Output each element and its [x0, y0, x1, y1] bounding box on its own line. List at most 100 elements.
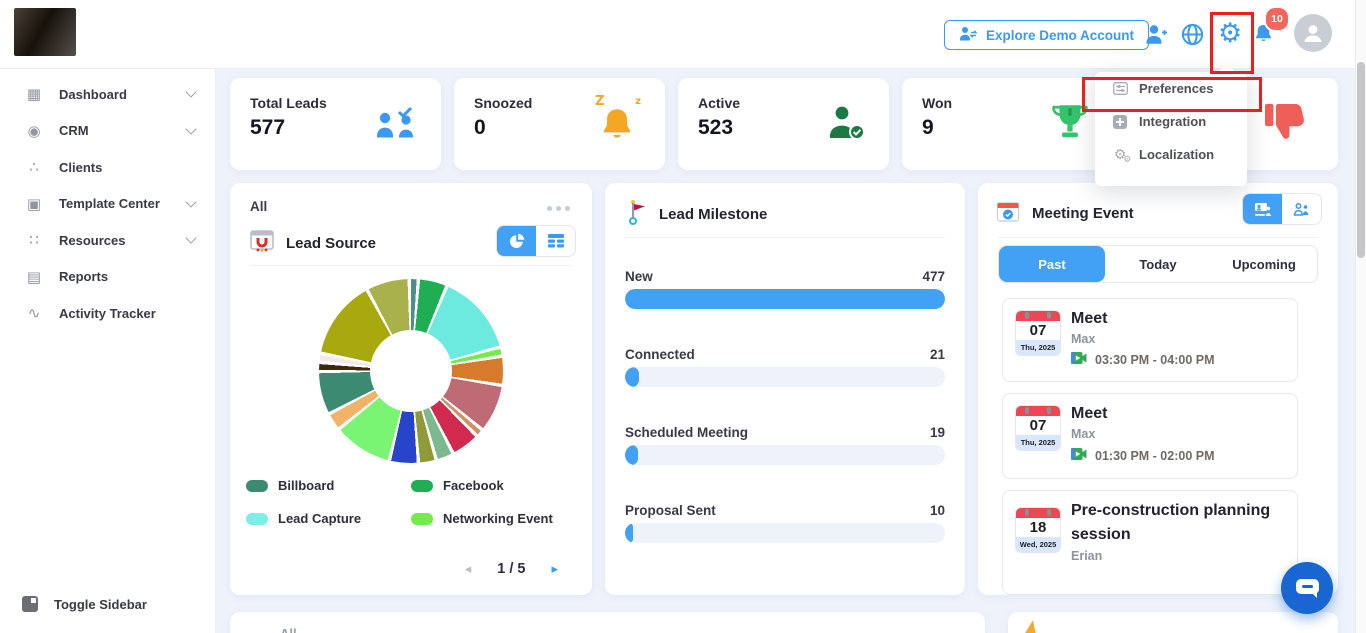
table-view-button[interactable]	[536, 226, 575, 256]
meeting-item[interactable]: 07 Thu, 2025 Meet Max 01:30 PM - 02:00 P…	[1002, 393, 1298, 479]
chevron-down-icon	[185, 123, 197, 135]
lead-source-pager: ◂ 1 / 5 ▸	[465, 561, 558, 577]
sidebar-item-label: CRM	[59, 123, 89, 139]
milestone-flag-icon	[625, 199, 647, 230]
meeting-person: Max	[1071, 332, 1096, 346]
user-avatar[interactable]	[1294, 14, 1332, 52]
explore-demo-account-button[interactable]: Explore Demo Account	[944, 20, 1150, 50]
stat-card-snoozed: Snoozed 0 Z z	[454, 78, 665, 170]
legend-swatch	[411, 512, 433, 525]
tab-past[interactable]: Past	[999, 246, 1105, 282]
meeting-list-view-button[interactable]	[1243, 194, 1282, 224]
meeting-person: Erian	[1071, 549, 1103, 563]
pager-prev-icon[interactable]: ◂	[464, 561, 472, 577]
pager-next-icon[interactable]: ▸	[551, 561, 558, 577]
milestone-value: 477	[922, 269, 945, 284]
meeting-title: Meet	[1071, 310, 1108, 327]
sidebar-item-resources[interactable]: ∷ Resources	[0, 222, 215, 259]
sidebar-item-activity-tracker[interactable]: ∿ Activity Tracker	[0, 295, 215, 332]
stat-value: 577	[250, 116, 286, 139]
menu-item-label: Localization	[1139, 147, 1215, 162]
milestone-label: Scheduled Meeting	[625, 425, 749, 440]
add-user-icon[interactable]	[1144, 24, 1168, 45]
template-center-icon: ▣	[26, 194, 42, 213]
resources-icon: ∷	[29, 231, 39, 250]
legend-row: Lead Capture Networking Event	[246, 511, 576, 526]
globe-icon[interactable]	[1181, 23, 1204, 46]
pie-view-button[interactable]	[497, 226, 536, 256]
app-logo[interactable]	[14, 8, 76, 56]
toggle-sidebar-button[interactable]: Toggle Sidebar	[22, 596, 147, 612]
meeting-time-row: 01:30 PM - 02:00 PM	[1071, 448, 1215, 463]
tab-upcoming[interactable]: Upcoming	[1232, 256, 1296, 272]
settings-gear-icon[interactable]: ⚙	[1218, 18, 1243, 49]
google-meet-icon	[1071, 448, 1087, 463]
meeting-item[interactable]: 18 Wed, 2025 Pre-construction planning s…	[1002, 490, 1298, 595]
milestone-value: 19	[929, 425, 945, 440]
meeting-person: Max	[1071, 427, 1096, 441]
explore-demo-account-label: Explore Demo Account	[986, 27, 1135, 43]
menu-item-integration[interactable]: Integration	[1095, 105, 1247, 138]
milestone-row-proposal-sent: Proposal Sent 10	[625, 503, 945, 543]
sidebar-item-template-center[interactable]: ▣ Template Center	[0, 186, 215, 223]
bottom-card-partial	[1008, 612, 1338, 633]
sidebar-item-dashboard[interactable]: ▦ Dashboard	[0, 76, 215, 113]
lead-source-view-toggle	[496, 225, 576, 257]
top-header: Explore Demo Account ⚙ 10	[0, 0, 1366, 69]
stat-label: Total Leads	[250, 95, 327, 111]
legend-label: Networking Event	[443, 511, 553, 526]
legend-swatch	[411, 479, 433, 492]
sidebar-item-label: Template Center	[59, 196, 160, 212]
calendar-date-icon: 18 Wed, 2025	[1015, 507, 1061, 553]
toggle-sidebar-label: Toggle Sidebar	[54, 596, 147, 612]
milestone-row-new: New 477	[625, 269, 945, 309]
tab-today[interactable]: Today	[1139, 256, 1177, 272]
reports-icon: ▤	[26, 267, 42, 286]
legend-label: Facebook	[443, 478, 504, 493]
chevron-down-icon	[185, 232, 197, 244]
milestone-value: 10	[929, 503, 945, 518]
toggle-sidebar-icon	[22, 596, 38, 612]
chat-launcher-button[interactable]	[1281, 562, 1333, 614]
stat-value: 523	[698, 116, 734, 139]
milestone-row-scheduled-meeting: Scheduled Meeting 19	[625, 425, 945, 465]
more-options-icon[interactable]	[547, 206, 552, 211]
milestone-bar	[625, 367, 640, 387]
pager-text: 1 / 5	[497, 561, 526, 577]
sidebar-item-clients[interactable]: ∴ Clients	[0, 149, 215, 186]
meeting-event-title: Meeting Event	[1032, 205, 1134, 222]
page-scrollbar[interactable]	[1355, 0, 1366, 633]
lead-source-filter[interactable]: All	[250, 199, 268, 214]
meeting-people-view-button[interactable]	[1282, 194, 1321, 224]
lead-source-icon	[250, 229, 274, 258]
menu-item-label: Preferences	[1139, 81, 1214, 96]
stat-card-won: Won 9	[902, 78, 1113, 170]
meeting-tabs: Past Today Upcoming	[998, 245, 1318, 283]
menu-item-localization[interactable]: ⚙ Localization	[1095, 138, 1247, 171]
meeting-event-card: Meeting Event	[978, 183, 1338, 595]
milestone-label: Connected	[625, 347, 695, 362]
stat-value: 9	[922, 116, 934, 139]
lead-milestone-card: Lead Milestone New 477 Connected 21 Sche…	[605, 183, 965, 595]
sidebar-item-crm[interactable]: ◉ CRM	[0, 113, 215, 150]
sidebar-item-reports[interactable]: ▤ Reports	[0, 259, 215, 296]
legend-row: Billboard Facebook	[246, 478, 576, 493]
sidebar-nav: ▦ Dashboard ◉ CRM ∴ Clients ▣ Template C…	[0, 68, 216, 633]
bottom-card-filter[interactable]: All	[280, 626, 297, 633]
meeting-time: 01:30 PM - 02:00 PM	[1095, 448, 1215, 463]
calendar-day: 18	[1029, 519, 1047, 536]
activity-tracker-icon: ∿	[27, 304, 41, 323]
meeting-item[interactable]: 07 Thu, 2025 Meet Max 03:30 PM - 04:00 P…	[1002, 298, 1298, 382]
sidebar-item-label: Activity Tracker	[59, 305, 156, 321]
crm-icon: ◉	[27, 121, 41, 140]
meeting-event-icon	[996, 199, 1020, 228]
won-trophy-icon	[1049, 102, 1091, 147]
dashboard-icon: ▦	[26, 85, 42, 104]
lead-source-donut[interactable]	[319, 279, 503, 463]
scrollbar-thumb[interactable]	[1357, 62, 1365, 258]
active-person-check-icon	[825, 102, 867, 147]
sidebar-item-label: Clients	[59, 159, 103, 175]
meeting-time-row: 03:30 PM - 04:00 PM	[1071, 352, 1215, 367]
menu-item-preferences[interactable]: Preferences	[1095, 72, 1247, 105]
menu-item-label: Integration	[1139, 114, 1207, 129]
